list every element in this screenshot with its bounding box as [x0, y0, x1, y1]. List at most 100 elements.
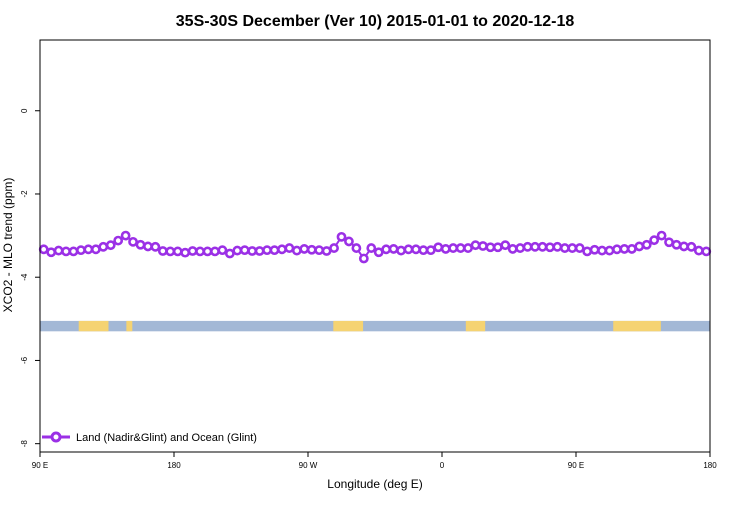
data-point	[626, 244, 637, 254]
legend-marker	[50, 431, 62, 443]
data-point	[269, 245, 280, 256]
data-point	[358, 253, 369, 264]
land-band	[613, 320, 661, 332]
data-point	[701, 246, 712, 257]
data-point	[351, 243, 362, 253]
data-point	[388, 244, 399, 254]
legend: Land (Nadir&Glint) and Ocean (Glint)	[42, 431, 257, 444]
x-tick-label: 180	[703, 461, 717, 470]
data-point	[76, 245, 86, 256]
data-point	[306, 244, 317, 255]
data-point	[210, 246, 220, 257]
land-band	[78, 320, 109, 332]
land-band	[333, 320, 364, 332]
data-point	[381, 244, 392, 255]
data-point	[217, 245, 228, 256]
data-point	[165, 246, 176, 257]
ocean-band	[40, 320, 710, 332]
data-point	[329, 243, 339, 253]
y-tick-label: -2	[20, 190, 29, 198]
land-band	[465, 320, 486, 332]
data-point	[83, 244, 94, 255]
data-point	[314, 245, 325, 256]
x-tick-label: 90 E	[568, 461, 584, 470]
data-point	[224, 248, 235, 259]
x-tick-label: 0	[440, 461, 445, 470]
data-point	[284, 243, 295, 253]
y-tick-label: -8	[20, 440, 29, 448]
y-tick-label: 0	[20, 108, 29, 113]
data-point	[247, 246, 258, 256]
data-point	[239, 245, 250, 256]
data-point	[344, 236, 354, 247]
data-point	[120, 230, 131, 241]
data-point	[522, 241, 533, 252]
data-point	[113, 235, 124, 246]
data-point	[98, 241, 109, 252]
data-point	[634, 241, 645, 252]
chart-title: 35S-30S December (Ver 10) 2015-01-01 to …	[176, 13, 575, 30]
data-point	[485, 242, 496, 253]
data-point	[649, 235, 660, 246]
data-point	[448, 243, 459, 253]
data-point	[53, 245, 64, 256]
data-point	[336, 231, 347, 242]
data-point	[559, 243, 570, 253]
data-point	[321, 246, 332, 256]
data-point	[172, 246, 183, 257]
data-point	[612, 244, 622, 255]
data-point	[537, 241, 548, 252]
x-axis-label: Longitude (deg E)	[327, 477, 422, 491]
data-point	[418, 245, 429, 256]
data-point	[604, 245, 615, 256]
data-point	[38, 244, 49, 255]
y-tick-label: -6	[20, 356, 29, 364]
data-point	[46, 247, 57, 258]
data-point	[68, 246, 79, 257]
y-axis-label: XCO2 - MLO trend (ppm)	[1, 178, 15, 313]
series-layer	[38, 230, 712, 264]
data-point	[150, 241, 161, 252]
y-axis: 0 -2 -4 -6 -8	[20, 108, 40, 447]
data-point	[671, 239, 682, 250]
data-point	[455, 243, 466, 253]
data-point	[105, 240, 116, 251]
data-point	[686, 241, 697, 252]
data-point	[277, 244, 287, 255]
data-point	[262, 245, 272, 256]
legend-label: Land (Nadir&Glint) and Ocean (Glint)	[76, 432, 257, 444]
data-point	[373, 247, 384, 258]
data-point	[195, 246, 205, 257]
data-point	[157, 246, 168, 256]
data-point	[470, 240, 481, 251]
data-point	[478, 241, 488, 251]
data-point	[425, 245, 436, 256]
data-point	[679, 241, 689, 252]
data-point	[396, 245, 406, 256]
data-point	[545, 242, 555, 253]
data-point	[411, 244, 421, 255]
data-point	[299, 244, 310, 254]
data-point	[128, 236, 138, 247]
data-point	[574, 243, 585, 253]
data-point	[440, 244, 451, 254]
data-point	[187, 246, 198, 256]
data-point	[135, 239, 146, 250]
data-point	[619, 244, 630, 254]
data-point	[515, 243, 526, 253]
data-point	[366, 243, 377, 253]
x-tick-label: 90 E	[32, 461, 48, 470]
plot-frame	[39, 39, 711, 453]
data-point	[202, 246, 213, 257]
data-point	[403, 244, 414, 255]
data-point	[500, 240, 511, 251]
data-point	[641, 239, 652, 250]
data-point	[597, 245, 607, 256]
x-axis: 90 E 180 90 W 0 90 E 180	[32, 452, 717, 470]
data-point	[254, 246, 265, 256]
data-point	[232, 245, 243, 256]
data-point	[567, 243, 578, 253]
data-point	[664, 237, 674, 248]
